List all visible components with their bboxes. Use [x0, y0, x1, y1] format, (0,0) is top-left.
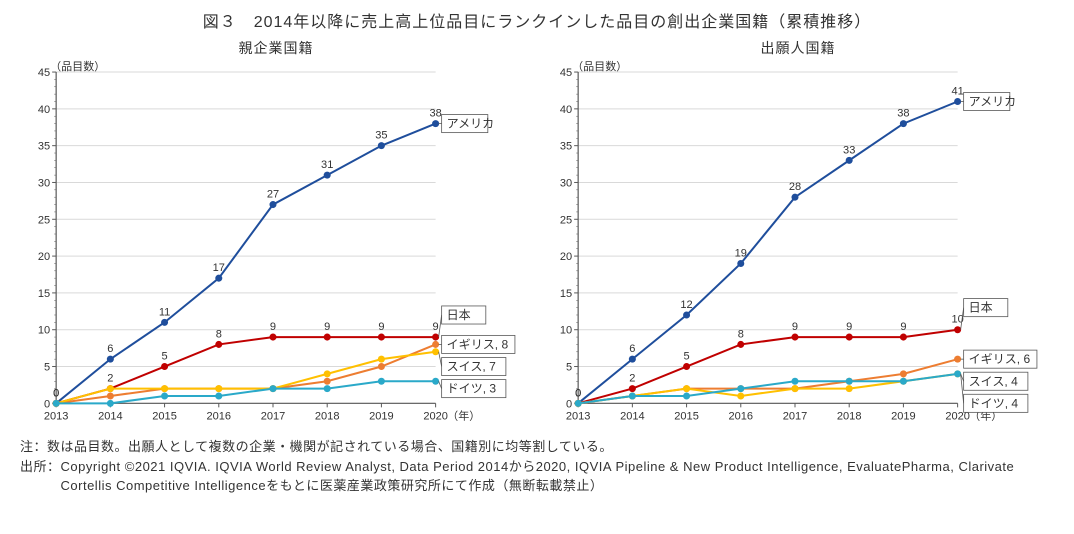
svg-text:9: 9 — [378, 321, 384, 333]
svg-text:2014: 2014 — [620, 410, 645, 422]
svg-text:19: 19 — [735, 247, 747, 259]
source-text: Copyright ©2021 IQVIA. IQVIA World Revie… — [61, 457, 1054, 496]
svg-text:ドイツ, 3: ドイツ, 3 — [447, 382, 497, 396]
svg-text:5: 5 — [161, 350, 167, 362]
svg-text:45: 45 — [560, 67, 572, 79]
svg-text:38: 38 — [897, 108, 909, 120]
chart-left: 0510152025303540452013201420152016201720… — [20, 60, 532, 431]
svg-text:2013: 2013 — [566, 410, 591, 422]
svg-text:2013: 2013 — [44, 410, 69, 422]
svg-text:5: 5 — [44, 362, 50, 374]
svg-text:イギリス, 8: イギリス, 8 — [447, 337, 509, 351]
svg-text:0: 0 — [575, 387, 581, 399]
svg-text:5: 5 — [683, 350, 689, 362]
note-label: 注： — [20, 437, 47, 457]
svg-text:11: 11 — [159, 306, 170, 318]
svg-text:ドイツ, 4: ドイツ, 4 — [969, 396, 1019, 410]
chart-right-title: 出願人国籍 — [542, 38, 1054, 58]
svg-text:35: 35 — [375, 130, 387, 142]
svg-text:8: 8 — [738, 328, 744, 340]
svg-text:アメリカ: アメリカ — [447, 117, 495, 131]
svg-text:2014: 2014 — [98, 410, 123, 422]
svg-text:（年）: （年） — [447, 408, 480, 422]
svg-text:17: 17 — [213, 262, 225, 274]
svg-text:2: 2 — [629, 373, 635, 385]
svg-text:40: 40 — [560, 104, 572, 116]
svg-text:40: 40 — [38, 104, 50, 116]
svg-text:2016: 2016 — [207, 410, 232, 422]
svg-text:2016: 2016 — [729, 410, 754, 422]
svg-text:9: 9 — [900, 321, 906, 333]
svg-text:41: 41 — [951, 85, 963, 97]
charts-row: 親企業国籍 0510152025303540452013201420152016… — [20, 38, 1054, 431]
svg-text:5: 5 — [566, 362, 572, 374]
svg-text:0: 0 — [566, 398, 572, 410]
svg-text:9: 9 — [433, 321, 439, 333]
svg-text:10: 10 — [560, 325, 572, 337]
svg-text:30: 30 — [560, 177, 572, 189]
svg-text:アメリカ: アメリカ — [969, 95, 1017, 109]
svg-text:0: 0 — [44, 398, 50, 410]
svg-text:2019: 2019 — [369, 410, 394, 422]
svg-text:9: 9 — [846, 321, 852, 333]
chart-left-title: 親企業国籍 — [20, 38, 532, 58]
svg-text:9: 9 — [270, 321, 276, 333]
svg-text:2017: 2017 — [783, 410, 808, 422]
svg-text:33: 33 — [843, 144, 855, 156]
svg-text:28: 28 — [789, 181, 801, 193]
svg-text:日本: 日本 — [447, 308, 471, 322]
svg-text:日本: 日本 — [969, 301, 993, 315]
svg-text:35: 35 — [38, 141, 50, 153]
chart-right: 0510152025303540452013201420152016201720… — [542, 60, 1054, 431]
note-text: 数は品目数。出願人として複数の企業・機関が記されている場合、国籍別に均等割してい… — [47, 437, 1054, 457]
svg-text:31: 31 — [321, 159, 333, 171]
svg-text:20: 20 — [38, 251, 50, 263]
chart-right-block: 出願人国籍 0510152025303540452013201420152016… — [542, 38, 1054, 431]
svg-text:9: 9 — [792, 321, 798, 333]
chart-left-block: 親企業国籍 0510152025303540452013201420152016… — [20, 38, 532, 431]
svg-text:スイス, 4: スイス, 4 — [969, 374, 1018, 388]
svg-text:25: 25 — [560, 214, 572, 226]
svg-text:35: 35 — [560, 141, 572, 153]
svg-text:2: 2 — [107, 373, 113, 385]
svg-text:45: 45 — [38, 67, 50, 79]
svg-text:12: 12 — [680, 299, 692, 311]
svg-text:2020: 2020 — [423, 410, 448, 422]
figure-title: 図３ 2014年以降に売上高上位品目にランクインした品目の創出企業国籍（累積推移… — [20, 8, 1054, 32]
svg-text:27: 27 — [267, 189, 279, 201]
svg-text:10: 10 — [38, 325, 50, 337]
svg-text:15: 15 — [38, 288, 50, 300]
svg-text:20: 20 — [560, 251, 572, 263]
svg-text:2018: 2018 — [837, 410, 862, 422]
svg-text:30: 30 — [38, 177, 50, 189]
svg-text:6: 6 — [629, 343, 635, 355]
svg-text:15: 15 — [560, 288, 572, 300]
svg-text:0: 0 — [53, 387, 59, 399]
svg-text:（品目数）: （品目数） — [50, 60, 105, 73]
svg-text:2015: 2015 — [674, 410, 699, 422]
svg-text:8: 8 — [216, 328, 222, 340]
svg-text:2018: 2018 — [315, 410, 340, 422]
svg-text:2015: 2015 — [152, 410, 177, 422]
svg-text:9: 9 — [324, 321, 330, 333]
svg-text:6: 6 — [107, 343, 113, 355]
svg-text:2017: 2017 — [261, 410, 286, 422]
notes-block: 注： 数は品目数。出願人として複数の企業・機関が記されている場合、国籍別に均等割… — [20, 437, 1054, 496]
source-label: 出所： — [20, 457, 61, 496]
svg-text:（品目数）: （品目数） — [572, 60, 627, 73]
svg-text:イギリス, 6: イギリス, 6 — [969, 352, 1031, 366]
svg-text:スイス, 7: スイス, 7 — [447, 360, 496, 374]
svg-text:25: 25 — [38, 214, 50, 226]
svg-text:2019: 2019 — [891, 410, 916, 422]
svg-text:38: 38 — [429, 108, 441, 120]
